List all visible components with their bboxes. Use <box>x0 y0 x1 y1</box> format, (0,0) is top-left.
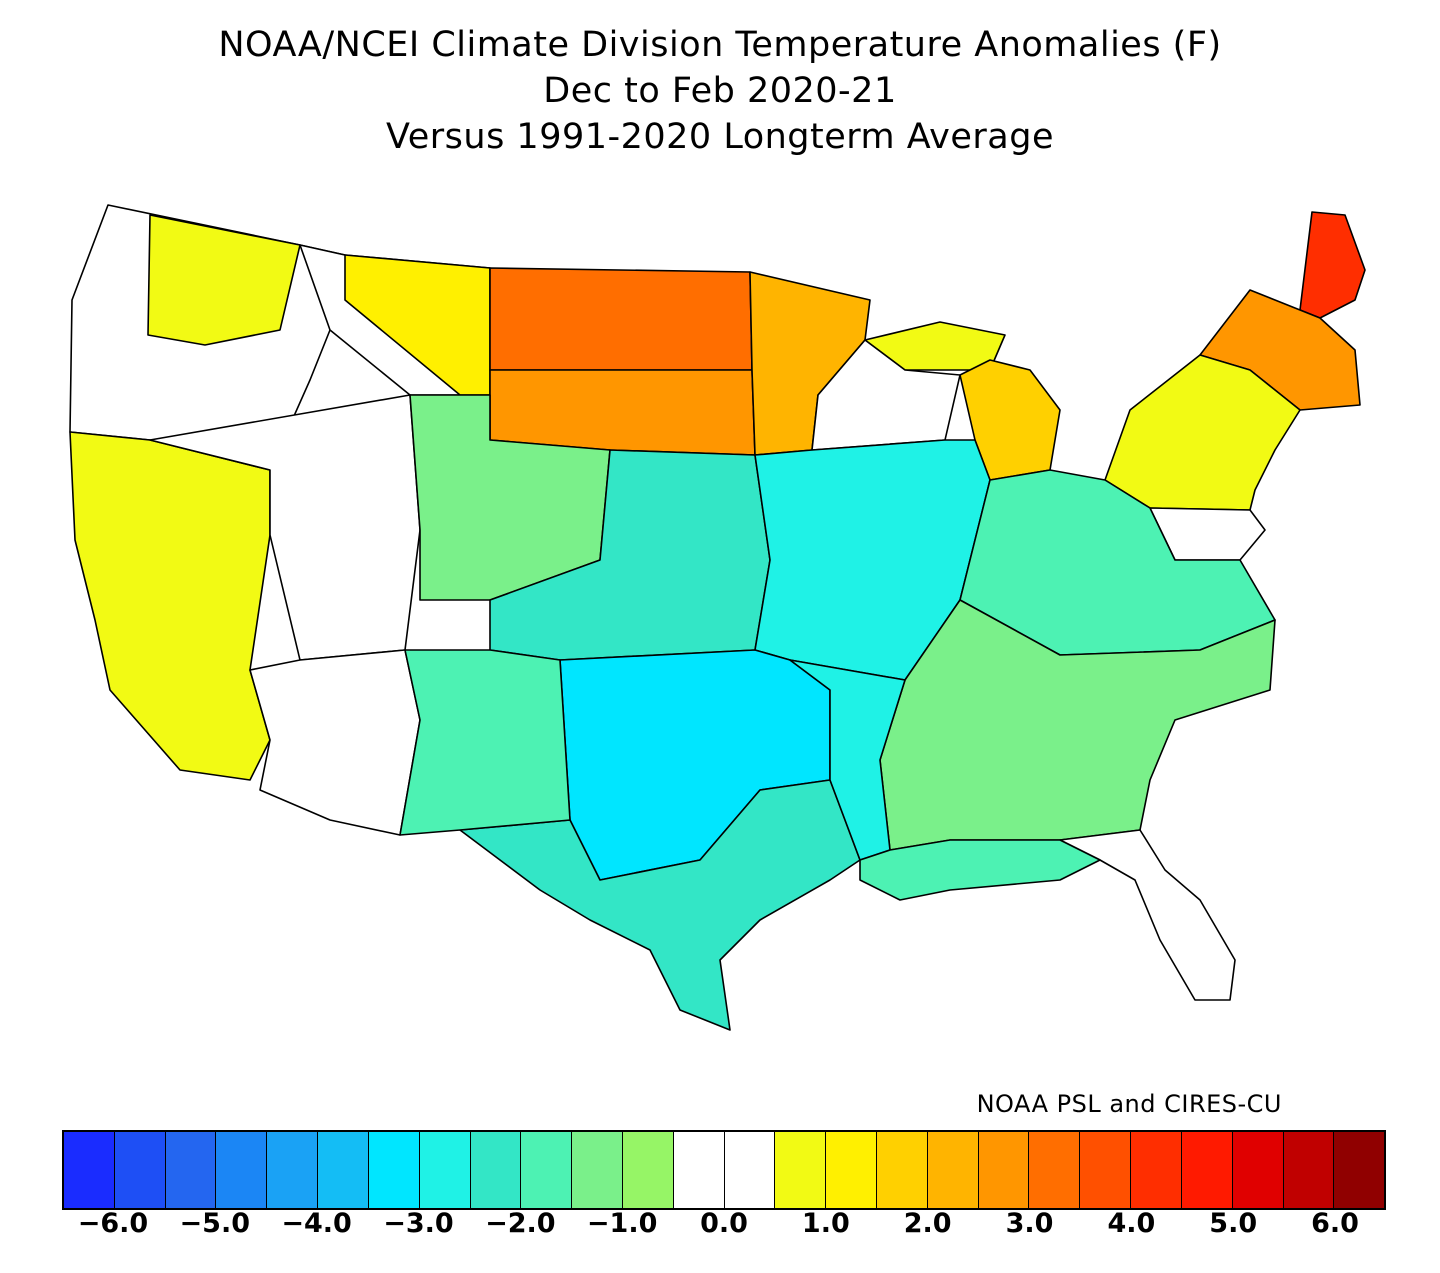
legend-swatch <box>1232 1132 1284 1208</box>
legend-swatch <box>1181 1132 1233 1208</box>
legend-tick-label: −5.0 <box>179 1208 250 1239</box>
title-line-2: Dec to Feb 2020-21 <box>543 71 897 111</box>
legend-swatch <box>216 1132 268 1208</box>
anomaly-map <box>69 204 1366 1031</box>
legend-swatch <box>1080 1132 1132 1208</box>
legend-swatch <box>64 1132 115 1208</box>
legend-swatch <box>165 1132 217 1208</box>
legend-swatch <box>114 1132 166 1208</box>
legend-swatch <box>521 1132 573 1208</box>
legend-swatch <box>1334 1132 1385 1208</box>
legend-swatch <box>368 1132 420 1208</box>
region-florida <box>1059 829 1236 1001</box>
title-line-1: NOAA/NCEI Climate Division Temperature A… <box>218 25 1222 65</box>
legend-tick-label: −4.0 <box>281 1208 352 1239</box>
region-washington-west <box>147 214 301 346</box>
map-title: NOAA/NCEI Climate Division Temperature A… <box>0 22 1440 160</box>
region-arizona <box>249 649 421 836</box>
region-north-dakota <box>489 267 753 371</box>
region-gulf-coast <box>859 839 1101 901</box>
legend-tick-label: −6.0 <box>77 1208 149 1239</box>
legend-swatch <box>673 1132 725 1208</box>
region-south-dakota <box>489 369 756 456</box>
region-california-nevada <box>69 431 271 781</box>
legend-swatch <box>572 1132 623 1208</box>
legend-tick-label: 6.0 <box>1311 1208 1359 1239</box>
legend-swatch <box>877 1132 928 1208</box>
legend-tick-label: 2.0 <box>903 1208 952 1239</box>
legend-swatch <box>1131 1132 1182 1208</box>
legend-swatch <box>470 1132 522 1208</box>
legend-swatch <box>622 1132 674 1208</box>
title-line-3: Versus 1991-2020 Longterm Average <box>386 117 1054 157</box>
legend-swatch <box>927 1132 979 1208</box>
legend-tick-label: 1.0 <box>801 1208 850 1239</box>
legend-tick-labels: −6.0 −5.0 −4.0 −3.0 −2.0 −1.0 0.0 1.0 2.0 3.0 4.0 5… <box>62 1208 1386 1248</box>
legend-swatch <box>826 1132 877 1208</box>
legend-tick-label: −1.0 <box>586 1208 658 1239</box>
legend-tick-label: 3.0 <box>1005 1208 1054 1239</box>
legend-tick-label: 4.0 <box>1107 1208 1156 1239</box>
legend-swatch <box>1029 1132 1081 1208</box>
legend-swatch <box>267 1132 319 1208</box>
legend-tick-label: 0.0 <box>700 1208 748 1239</box>
region-new-mexico <box>399 649 571 836</box>
legend-tick-label: −3.0 <box>383 1208 454 1239</box>
region-new-england-east <box>1299 211 1366 319</box>
legend-swatch <box>978 1132 1030 1208</box>
legend-tick-label: −2.0 <box>485 1208 556 1239</box>
color-scale-legend <box>62 1130 1386 1210</box>
legend-swatch <box>318 1132 369 1208</box>
legend-swatch <box>724 1132 776 1208</box>
legend-swatch <box>419 1132 471 1208</box>
legend-swatch <box>775 1132 827 1208</box>
credit-text: NOAA PSL and CIRES-CU <box>976 1090 1282 1118</box>
legend-swatch <box>1283 1132 1335 1208</box>
region-texas-south <box>459 779 861 1031</box>
legend-tick-label: 5.0 <box>1209 1208 1258 1239</box>
